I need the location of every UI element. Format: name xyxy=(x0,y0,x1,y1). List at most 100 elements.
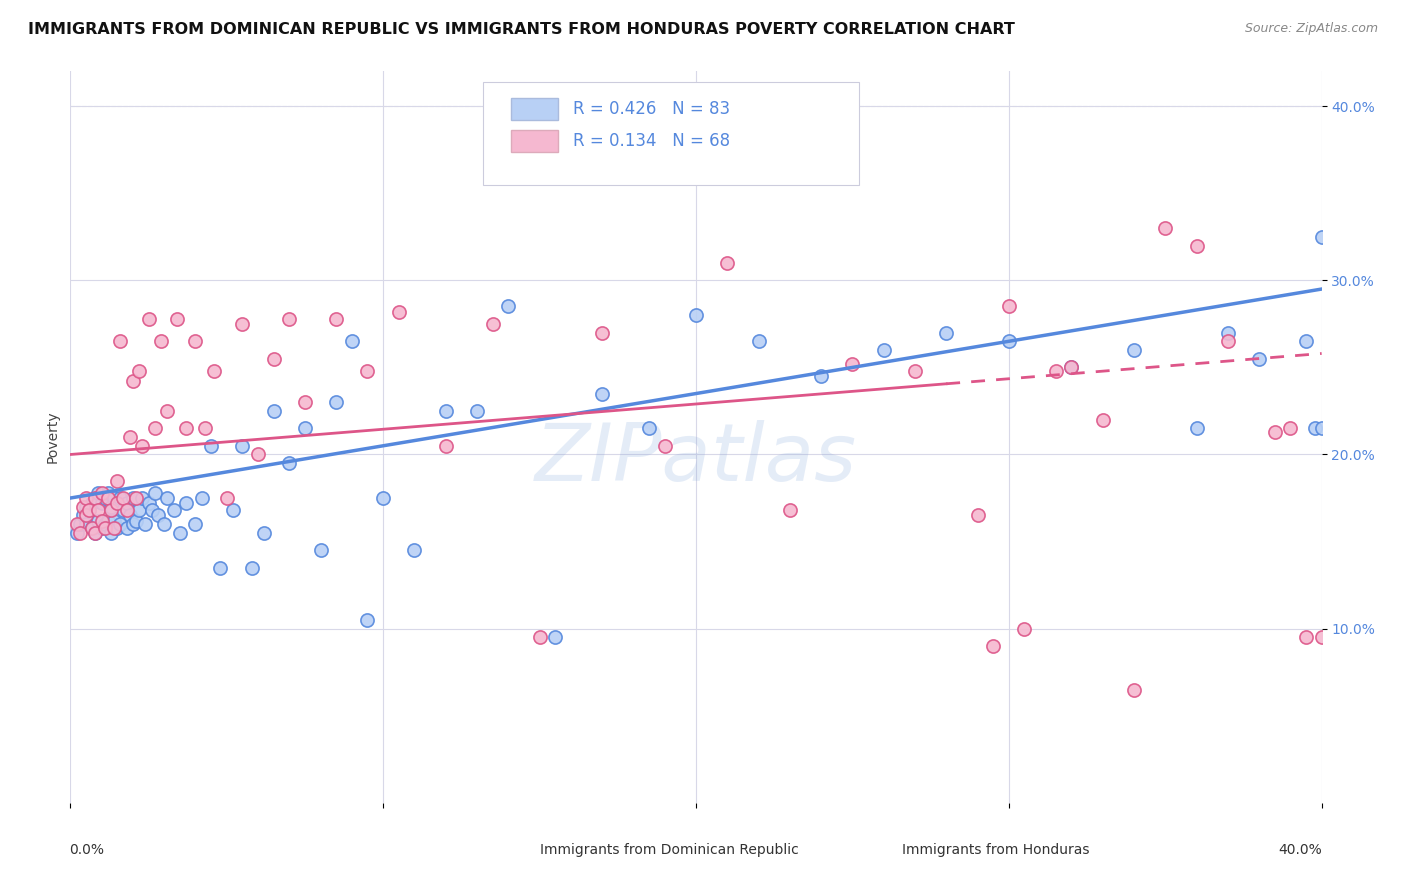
Point xyxy=(1295,334,1317,349)
Point xyxy=(77,503,100,517)
FancyBboxPatch shape xyxy=(510,98,558,120)
Text: R = 0.426   N = 83: R = 0.426 N = 83 xyxy=(574,101,731,119)
Point xyxy=(103,521,125,535)
Point xyxy=(162,503,184,517)
Point xyxy=(121,491,145,505)
Point xyxy=(82,496,104,510)
Point xyxy=(1185,238,1208,252)
Point xyxy=(202,364,225,378)
Point xyxy=(82,521,104,535)
Point xyxy=(87,485,110,500)
Point xyxy=(87,514,110,528)
Point xyxy=(105,496,128,510)
Point xyxy=(544,631,567,645)
Point xyxy=(240,560,263,574)
Point xyxy=(1014,622,1036,636)
Point xyxy=(105,474,128,488)
Point xyxy=(105,496,128,510)
Point xyxy=(481,317,503,331)
Point xyxy=(200,439,222,453)
Point xyxy=(231,317,253,331)
Point xyxy=(222,503,245,517)
Point xyxy=(131,491,153,505)
Point xyxy=(125,491,148,505)
Point xyxy=(110,517,132,532)
FancyBboxPatch shape xyxy=(510,130,558,152)
Text: Immigrants from Honduras: Immigrants from Honduras xyxy=(903,843,1090,857)
Point xyxy=(263,404,285,418)
Point xyxy=(110,491,132,505)
Point xyxy=(1060,360,1083,375)
Point xyxy=(997,300,1019,314)
Point xyxy=(1264,425,1286,439)
Point xyxy=(184,517,207,532)
Text: 0.0%: 0.0% xyxy=(69,843,104,857)
Point xyxy=(125,514,148,528)
Point xyxy=(434,439,457,453)
Point xyxy=(121,517,145,532)
Text: R = 0.134   N = 68: R = 0.134 N = 68 xyxy=(574,132,731,150)
Point xyxy=(97,491,120,505)
Point xyxy=(138,311,160,326)
Point xyxy=(278,456,301,470)
Point xyxy=(388,304,411,318)
Point xyxy=(1185,421,1208,435)
Point xyxy=(278,311,301,326)
Point xyxy=(935,326,957,340)
Point xyxy=(371,491,394,505)
Point xyxy=(141,503,163,517)
FancyBboxPatch shape xyxy=(865,843,896,858)
Point xyxy=(146,508,169,523)
Point xyxy=(100,503,122,517)
Point xyxy=(1216,326,1239,340)
Point xyxy=(194,421,217,435)
Point xyxy=(638,421,661,435)
Point xyxy=(169,525,191,540)
Point xyxy=(115,496,138,510)
Point xyxy=(134,517,156,532)
Point xyxy=(1060,360,1083,375)
Point xyxy=(356,364,378,378)
Point xyxy=(156,404,179,418)
Text: Source: ZipAtlas.com: Source: ZipAtlas.com xyxy=(1244,22,1378,36)
Point xyxy=(93,521,115,535)
Point xyxy=(90,496,112,510)
Text: Immigrants from Dominican Republic: Immigrants from Dominican Republic xyxy=(540,843,799,857)
Point xyxy=(498,300,520,314)
Point xyxy=(90,485,112,500)
Point xyxy=(65,525,87,540)
Point xyxy=(1123,343,1146,357)
Point xyxy=(131,439,153,453)
Point xyxy=(69,525,91,540)
Point xyxy=(72,500,94,514)
Point xyxy=(810,369,832,384)
Point xyxy=(434,404,457,418)
Point xyxy=(100,500,122,514)
Point xyxy=(105,521,128,535)
Point xyxy=(294,421,316,435)
Point xyxy=(87,503,110,517)
Point xyxy=(112,503,135,517)
Point xyxy=(591,386,613,401)
Point xyxy=(716,256,738,270)
Point xyxy=(253,525,276,540)
Point xyxy=(84,491,107,505)
Point xyxy=(529,631,551,645)
Point xyxy=(100,525,122,540)
Point xyxy=(1123,682,1146,697)
Point xyxy=(966,508,988,523)
Point xyxy=(118,430,141,444)
Point xyxy=(115,503,138,517)
Point xyxy=(110,334,132,349)
Point xyxy=(84,525,107,540)
Point xyxy=(904,364,927,378)
Point xyxy=(1295,631,1317,645)
Point xyxy=(115,521,138,535)
Point xyxy=(65,517,87,532)
Point xyxy=(997,334,1019,349)
Point xyxy=(1249,351,1271,366)
Point xyxy=(97,514,120,528)
Point xyxy=(231,439,253,453)
Text: ZIPatlas: ZIPatlas xyxy=(534,420,858,498)
Point xyxy=(654,439,676,453)
